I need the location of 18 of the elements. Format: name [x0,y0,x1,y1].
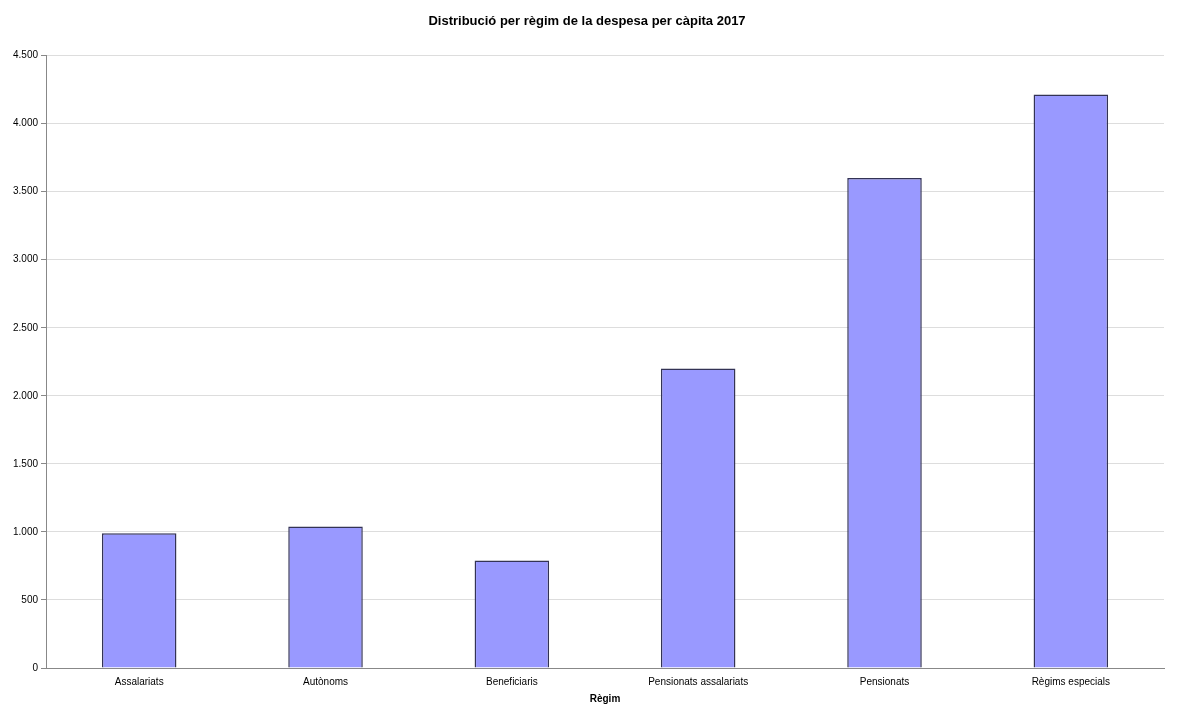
y-tick-label: 2.000 [12,389,39,401]
chart-title: Distribució per règim de la despesa per càpita 2017 [428,13,746,29]
y-tick-label: 4.500 [12,49,39,61]
x-tick-label: Pensionats assalariats [648,675,749,687]
y-tick-label: 3.000 [12,253,39,265]
y-tick-label: 1.000 [12,525,39,537]
y-tick-label: 1.500 [12,457,39,469]
x-tick-label: Assalariats [114,675,164,687]
x-tick-label: Pensionats [859,675,910,687]
y-tick-label: 3.500 [12,185,39,197]
x-tick-label: Beneficiaris [486,675,538,687]
y-tick-label: 0 [32,661,39,673]
y-tick-label: 500 [21,593,39,605]
x-tick-label: Autònoms [303,675,349,687]
x-tick-label: Règims especials [1031,675,1111,687]
y-tick-label: 2.500 [12,321,39,333]
y-tick-label: 4.000 [12,117,39,129]
x-axis-title: Règim [589,692,621,704]
